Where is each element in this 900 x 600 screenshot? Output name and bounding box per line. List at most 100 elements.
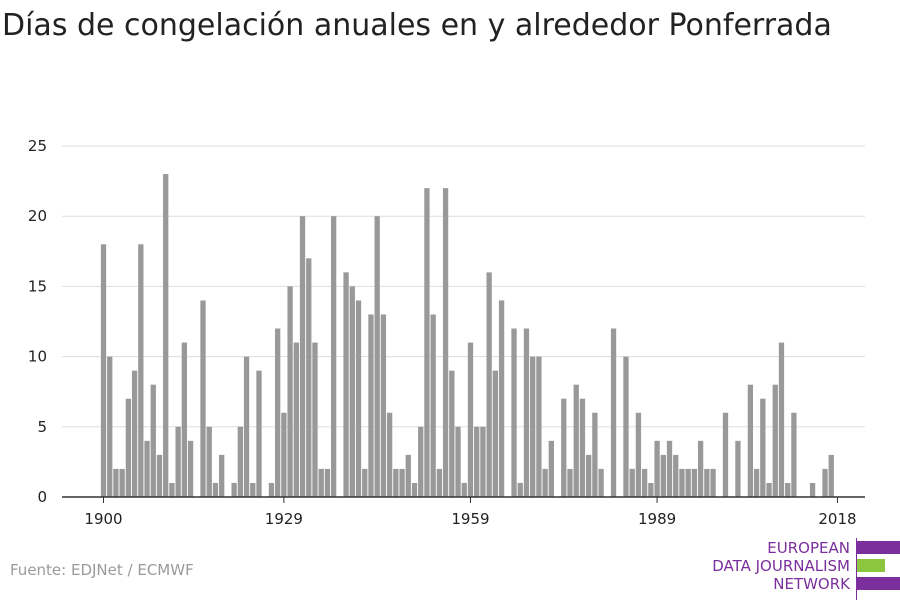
bar-1952 <box>424 188 430 497</box>
bar-1957 <box>455 426 461 497</box>
bar-1985 <box>629 468 635 497</box>
y-tick-label-10: 10 <box>28 348 47 366</box>
bar-1908 <box>150 384 156 497</box>
bar-1989 <box>654 440 660 497</box>
bar-1986 <box>635 412 642 497</box>
chart-title: Días de congelación anuales en y alreded… <box>2 8 832 43</box>
bar-1975 <box>567 468 573 497</box>
x-tick-label-1929: 1929 <box>265 510 303 528</box>
bar-1996 <box>697 440 704 497</box>
bar-1960 <box>474 426 480 497</box>
bar-1928 <box>275 328 281 497</box>
bar-2000 <box>722 412 729 497</box>
bar-2011 <box>791 412 797 497</box>
bar-2002 <box>735 440 741 497</box>
bar-1940 <box>349 286 355 497</box>
bar-1988 <box>648 482 654 497</box>
logo-line-network: NETWORK <box>773 575 850 593</box>
bar-1911 <box>169 482 175 497</box>
bar-2007 <box>766 482 772 497</box>
bar-1947 <box>393 468 399 497</box>
bar-1955 <box>442 188 449 497</box>
bar-1921 <box>231 482 237 497</box>
bar-1951 <box>418 426 424 497</box>
bar-1901 <box>107 356 113 497</box>
x-tick-label-1959: 1959 <box>451 510 489 528</box>
bar-1933 <box>306 258 312 497</box>
bar-2005 <box>753 468 760 497</box>
bar-1977 <box>579 398 586 497</box>
bar-1906 <box>138 244 144 497</box>
bar-2010 <box>785 482 791 497</box>
bar-1935 <box>318 468 324 497</box>
bar-1987 <box>641 468 648 497</box>
bar-1914 <box>187 440 194 497</box>
bar-1949 <box>405 454 411 497</box>
bar-1913 <box>181 342 188 497</box>
bar-1980 <box>598 468 604 497</box>
bar-1990 <box>660 454 666 497</box>
bar-1984 <box>623 356 629 497</box>
y-tick-label-20: 20 <box>28 207 47 225</box>
bar-1924 <box>250 482 256 497</box>
bar-1944 <box>374 216 380 497</box>
logo-line-european: EUROPEAN <box>767 539 850 557</box>
y-tick-label-5: 5 <box>37 418 47 436</box>
bar-1931 <box>293 342 299 497</box>
bar-1968 <box>523 328 530 497</box>
bar-1927 <box>268 482 275 497</box>
bar-1907 <box>144 440 150 497</box>
bar-1991 <box>666 440 673 497</box>
logo-bar-top <box>857 541 900 554</box>
bar-1905 <box>131 370 138 497</box>
bar-1929 <box>281 412 287 497</box>
bar-1969 <box>530 356 536 497</box>
edjnet-logo[interactable]: EUROPEAN DATA JOURNALISM NETWORK <box>700 538 900 600</box>
bar-1961 <box>480 426 486 497</box>
logo-bar-bottom <box>857 577 900 590</box>
bar-1912 <box>175 426 181 497</box>
y-tick-label-15: 15 <box>28 277 47 295</box>
bar-1970 <box>536 356 542 497</box>
bar-1902 <box>113 468 119 497</box>
logo-divider <box>856 538 857 600</box>
bar-2004 <box>747 384 754 497</box>
logo-bar-middle <box>857 559 885 572</box>
bar-1953 <box>430 314 436 497</box>
x-tick-label-2018: 2018 <box>818 510 856 528</box>
bar-1945 <box>380 314 387 497</box>
bar-1993 <box>679 468 685 497</box>
y-tick-label-25: 25 <box>28 137 47 155</box>
bar-1916 <box>200 300 206 497</box>
bar-1964 <box>498 300 505 497</box>
bar-1941 <box>355 300 362 497</box>
bar-1943 <box>368 314 374 497</box>
bar-1930 <box>287 286 293 497</box>
bar-2006 <box>760 398 766 497</box>
bar-1918 <box>212 482 219 497</box>
bar-1904 <box>125 398 132 497</box>
bar-1934 <box>312 342 318 497</box>
x-tick-label-1900: 1900 <box>84 510 122 528</box>
bar-2014 <box>809 482 816 497</box>
logo-line-data-journalism: DATA JOURNALISM <box>712 557 850 575</box>
y-tick-label-0: 0 <box>37 488 47 506</box>
source-note: Fuente: EDJNet / ECMWF <box>10 561 194 579</box>
bar-1998 <box>710 468 716 497</box>
x-tick-label-1989: 1989 <box>638 510 676 528</box>
bar-1900 <box>100 244 107 497</box>
bar-1958 <box>461 482 467 497</box>
bar-1939 <box>343 272 349 497</box>
bar-1954 <box>436 468 443 497</box>
bar-2009 <box>778 342 785 497</box>
bar-1992 <box>673 454 679 497</box>
bar-1967 <box>517 482 523 497</box>
bar-1948 <box>399 468 405 497</box>
bar-1976 <box>573 384 579 497</box>
bar-1979 <box>592 412 598 497</box>
bar-1936 <box>324 468 331 497</box>
bar-1963 <box>492 370 499 497</box>
bar-1950 <box>411 482 418 497</box>
bar-1994 <box>685 468 691 497</box>
